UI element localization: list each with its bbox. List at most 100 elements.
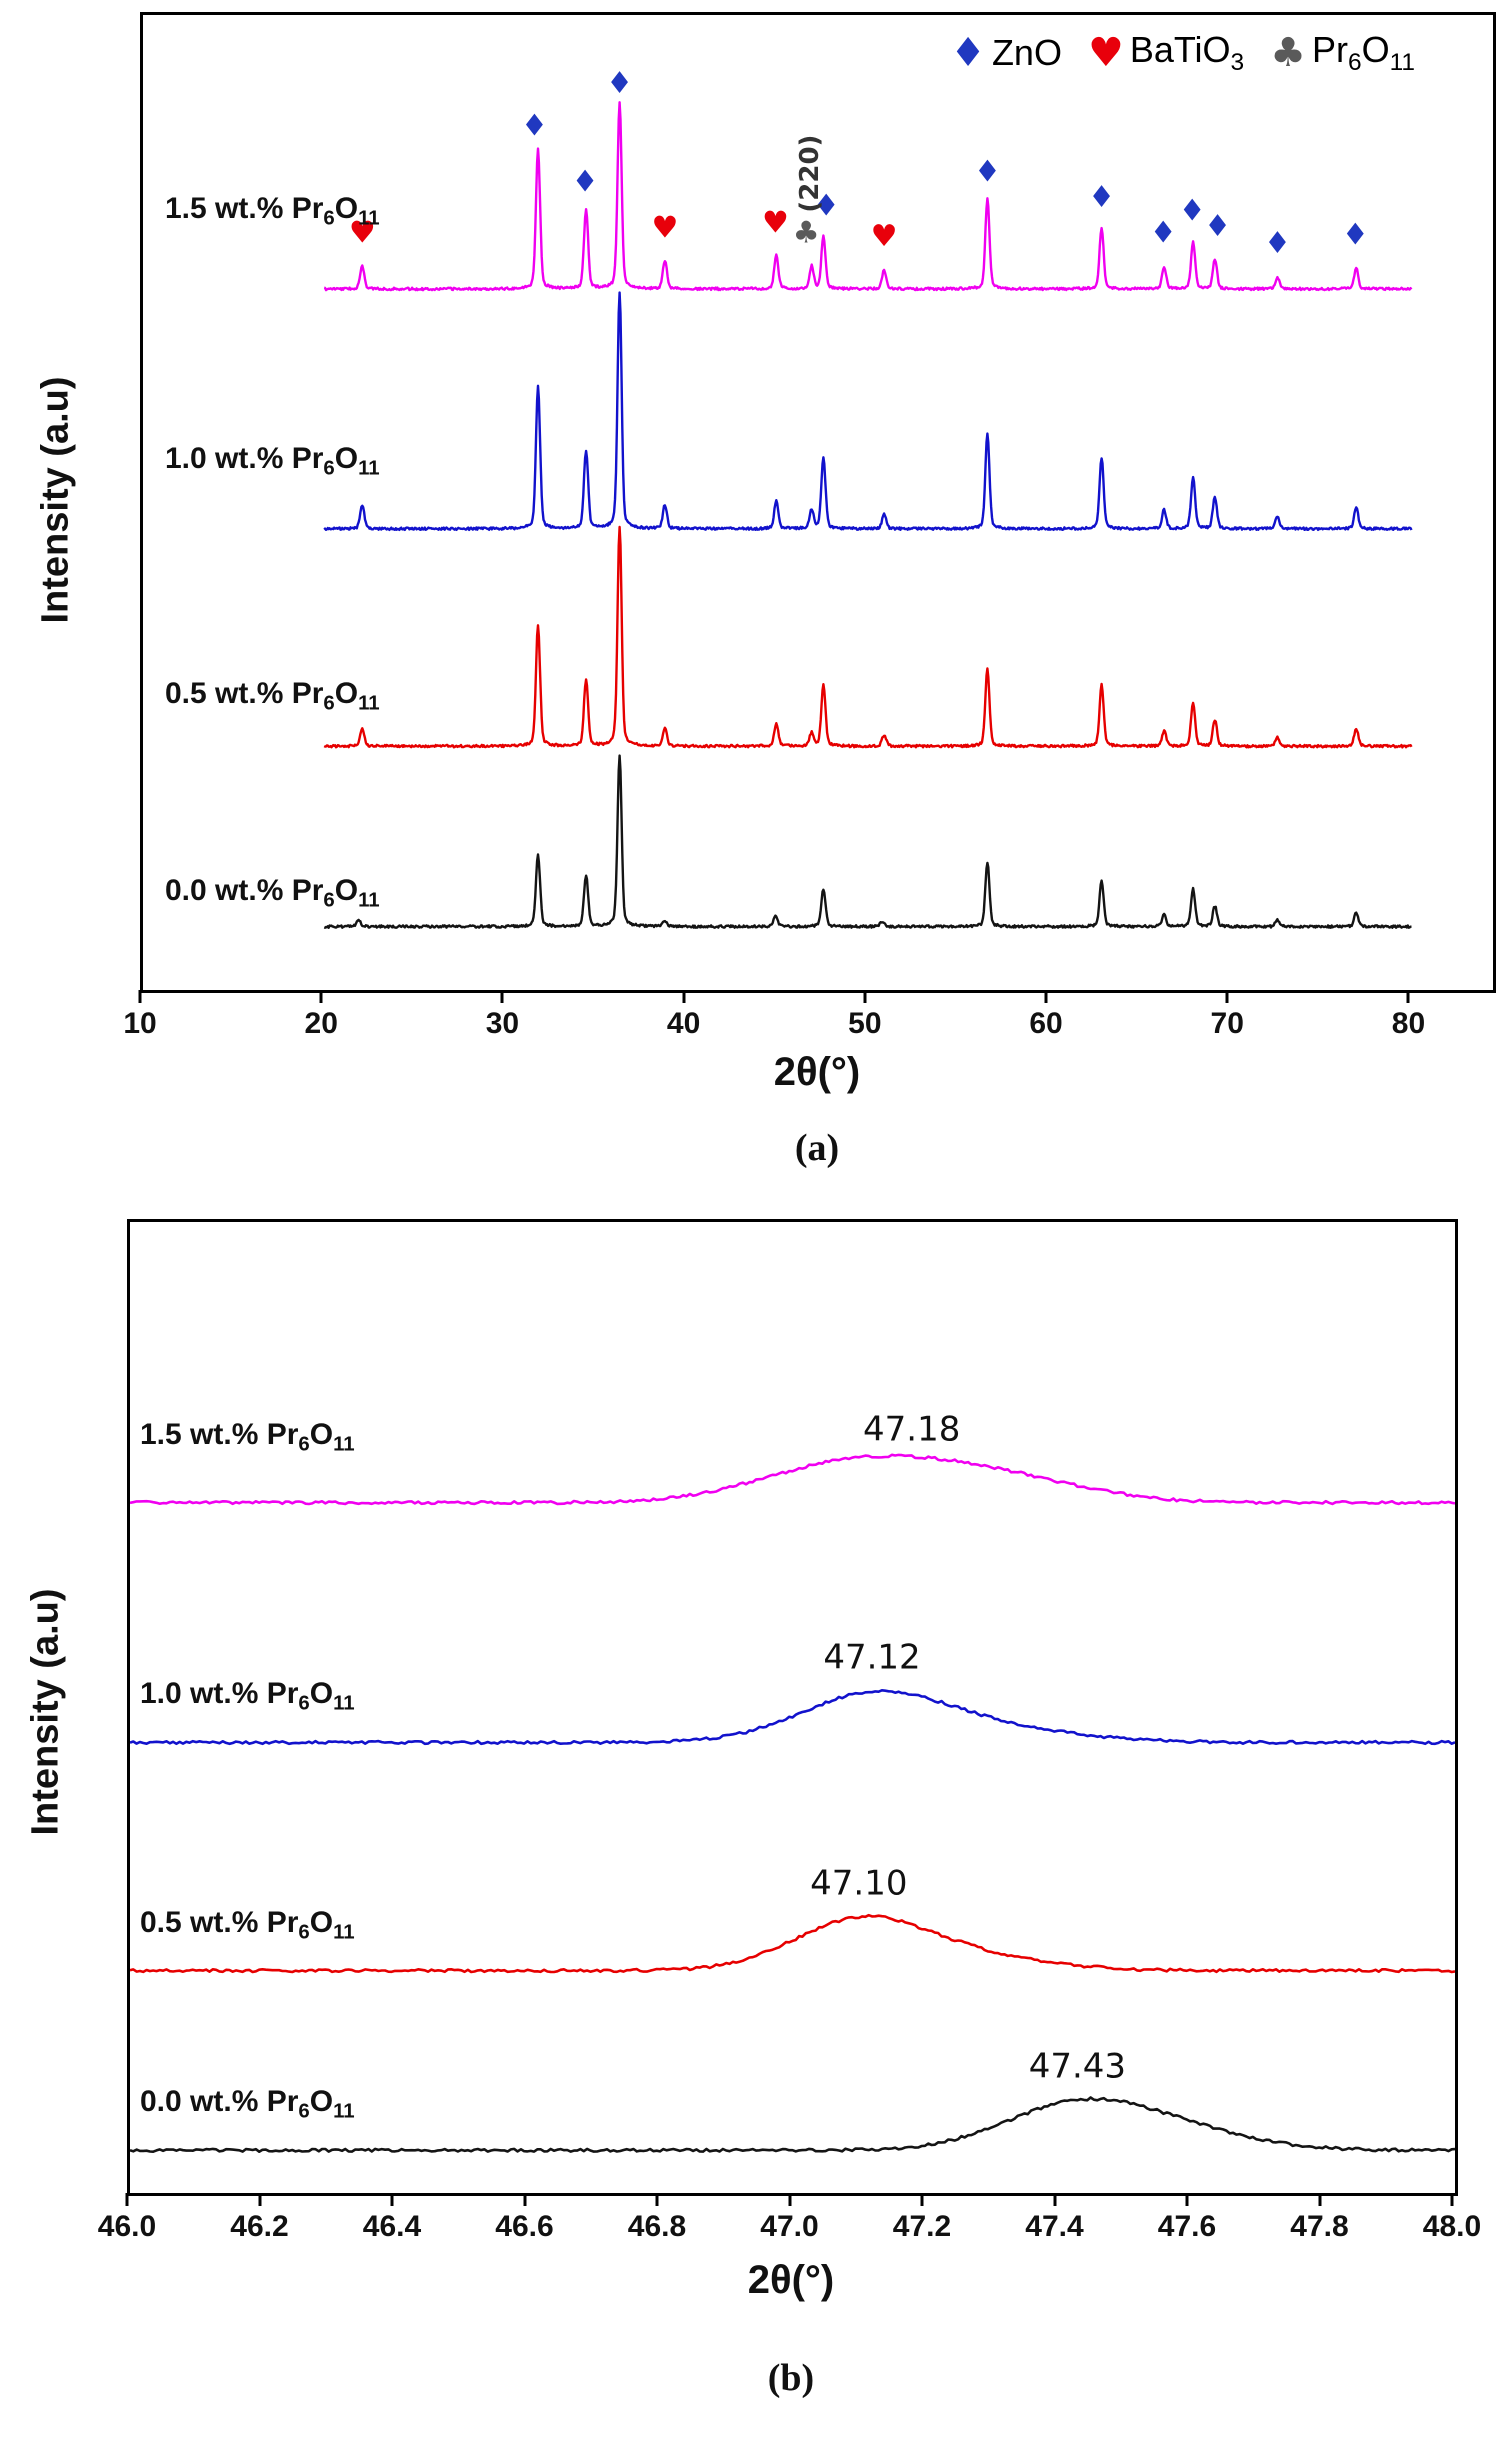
label-text: ZnO [991, 31, 1062, 73]
label-subscript: 6 [323, 207, 335, 230]
series-label: 1.0 wt.% Pr6O11 [165, 441, 380, 485]
x-tick-label: 46.2 [230, 2210, 289, 2243]
legend-label: BaTiO3 [1130, 29, 1244, 77]
y-axis-label-panel-a: Intensity (a.u) [34, 376, 77, 624]
panel-b-canvas: 47.18 47.12 47.10 47.43 [129, 1410, 1456, 2153]
series-label: 1.5 wt.% Pr6O11 [140, 1417, 355, 1461]
diamond-marker-icon: ♦ [521, 109, 548, 144]
label-subscript: 11 [333, 2100, 355, 2123]
club-marker-icon: ♣ [793, 216, 820, 251]
y-axis-label-panel-b: Intensity (a.u) [24, 1588, 67, 1836]
label-text: O [309, 2085, 334, 2119]
x-tick-label: 47.2 [892, 2210, 952, 2243]
x-tick-label: 20 [304, 1007, 338, 1040]
x-tick-label: 80 [1391, 1007, 1426, 1040]
diamond-marker-icon: ♦ [1150, 216, 1177, 251]
series-label: 0.5 wt.% Pr6O11 [165, 678, 380, 720]
x-tick-label: 47.8 [1290, 2210, 1349, 2243]
x-tick-label: 70 [1210, 1007, 1244, 1040]
legend: ♦ ZnO ♥ BaTiO3 ♣ Pr6O11 [950, 29, 1415, 77]
label-subscript: 11 [1389, 48, 1415, 76]
x-tick-mark [655, 2193, 659, 2206]
label-text: 0.0 wt.% Pr [165, 873, 324, 907]
xrd-trace-1.5.611 [323, 101, 1413, 292]
label-text: 1.5 wt.% Pr [165, 191, 324, 225]
label-subscript: 11 [358, 889, 380, 912]
legend-item: ♣ Pr6O11 [1270, 29, 1415, 77]
diamond-marker-icon: ♦ [1342, 217, 1369, 252]
x-tick-mark [523, 2193, 526, 2206]
legend-item: ♥ BaTiO3 [1088, 29, 1244, 77]
x-tick-label: 47.6 [1157, 2210, 1217, 2243]
x-tick-mark [1185, 2193, 1189, 2206]
label-subscript: 3 [1230, 48, 1245, 76]
label-text: 1.0 wt.% Pr [140, 1677, 299, 1711]
series-label: 0.5 wt.% Pr6O11 [140, 1905, 355, 1949]
diamond-marker-icon: ♦ [974, 154, 1001, 189]
panel-a-plot-area: 1.5 wt.% Pr6O11 1.0 wt.% Pr6O11 0.5 wt.% P… [140, 12, 1496, 993]
peak-position-label: 47.18 [863, 1410, 960, 1450]
zoom-trace-0.5.611 [129, 1913, 1456, 1974]
legend-label: Pr6O11 [1312, 29, 1415, 77]
panel-b-plot-area: 1.5 wt.% Pr6O11 1.0 wt.% Pr6O11 0.5 wt.% P… [127, 1219, 1458, 2196]
x-tick-mark [920, 2193, 924, 2206]
heart-marker-icon: ♥ [349, 216, 376, 251]
label-subscript: 6 [298, 1921, 310, 1944]
series-label: 0.0 wt.% Pr6O11 [165, 873, 380, 917]
peak-position-label: 47.12 [823, 1638, 920, 1678]
label-subscript: 6 [323, 457, 335, 480]
x-axis-label-panel-b: 2θ(°) [747, 2258, 835, 2302]
x-tick-mark [1053, 2193, 1056, 2206]
label-subscript: 6 [298, 2100, 310, 2123]
xrd-trace-1.0.611 [323, 291, 1413, 532]
x-tick-mark [319, 990, 323, 1003]
x-tick-label: 47.0 [760, 2210, 819, 2243]
peak-position-label: 47.43 [1029, 2046, 1126, 2086]
heart-marker-icon: ♥ [871, 219, 898, 254]
label-subscript: 6 [298, 1433, 310, 1456]
x-tick-mark [258, 2193, 261, 2206]
diamond-marker-icon: ♦ [1088, 180, 1115, 215]
series-label: 0.0 wt.% Pr6O11 [140, 2086, 355, 2128]
diamond-legend-icon: ♦ [950, 29, 986, 76]
label-subscript: 6 [298, 1692, 310, 1715]
x-tick-label: 48.0 [1422, 2210, 1482, 2243]
x-tick-mark [1318, 2193, 1321, 2206]
label-text: 1.5 wt.% Pr [140, 1417, 299, 1451]
x-tick-label: 47.4 [1025, 2210, 1084, 2243]
label-text: O [334, 191, 359, 225]
zoom-trace-0.0.611 [129, 2096, 1456, 2153]
label-subscript: 6 [1347, 48, 1362, 76]
x-tick-label: 60 [1029, 1007, 1063, 1040]
label-text: O [309, 1677, 334, 1711]
x-tick-label: 10 [123, 1007, 157, 1040]
xrd-trace-0.5.611 [323, 525, 1413, 749]
heart-marker-icon: ♥ [651, 211, 678, 246]
label-subscript: 11 [358, 457, 380, 480]
x-tick-label: 40 [666, 1007, 701, 1040]
caption-b: (b) [767, 2357, 815, 2399]
x-tick-mark [390, 2193, 394, 2206]
label-subscript: 6 [323, 889, 335, 912]
label-text: BaTiO [1129, 29, 1231, 70]
x-tick-label: 46.8 [627, 2210, 687, 2243]
label-text: Pr [1311, 29, 1348, 70]
label-text: O [1361, 29, 1390, 70]
zoom-trace-1.0.611 [129, 1689, 1456, 1746]
club-legend-icon: ♣ [1270, 29, 1306, 76]
legend-item: ♦ ZnO [950, 32, 1062, 74]
label-text: 0.0 wt.% Pr [140, 2085, 299, 2119]
series-label: 1.0 wt.% Pr6O11 [140, 1678, 355, 1720]
heart-legend-icon: ♥ [1087, 29, 1124, 76]
caption-a: (a) [794, 1127, 840, 1169]
label-text: 0.5 wt.% Pr [140, 1905, 299, 1939]
label-text: 1.0 wt.% Pr [165, 441, 324, 475]
diamond-marker-icon: ♦ [1179, 194, 1206, 229]
diamond-marker-icon: ♦ [606, 66, 633, 101]
diamond-marker-icon: ♦ [1264, 226, 1291, 261]
x-tick-mark [1044, 990, 1048, 1003]
peak-220-annotation: (220) [795, 135, 825, 213]
heart-marker-icon: ♥ [762, 205, 789, 240]
panel-a-canvas: ♥♦♦♦♥ ♥ ♣♦♥♦♦♦♦♦ ♦ ♦(220) [323, 66, 1413, 929]
